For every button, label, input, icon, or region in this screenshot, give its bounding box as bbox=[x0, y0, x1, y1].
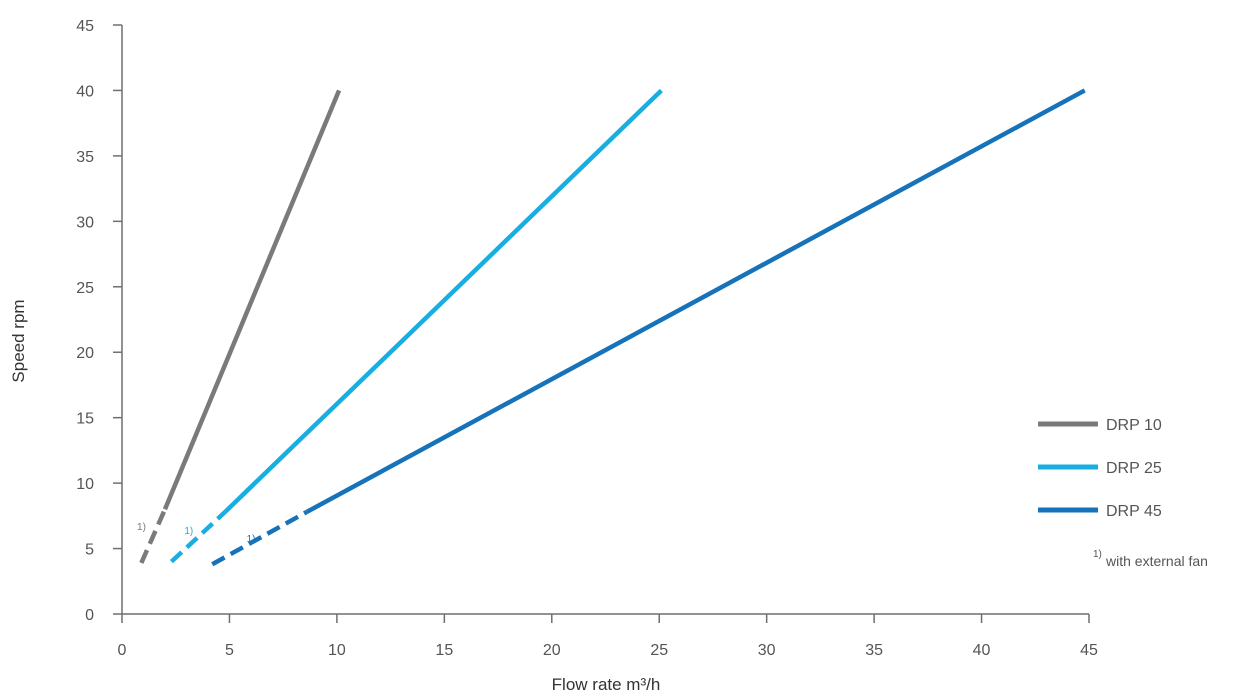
series-drp-10-line bbox=[162, 89, 342, 511]
x-tick-label: 20 bbox=[543, 642, 561, 659]
footnote-text: with external fan bbox=[1105, 553, 1208, 569]
y-tick-label: 25 bbox=[76, 280, 94, 297]
series-drp-45-dashed-line bbox=[211, 509, 308, 567]
series-drp-25-line bbox=[223, 88, 663, 514]
y-tick-label: 45 bbox=[76, 18, 94, 35]
y-tick-label: 40 bbox=[76, 83, 94, 100]
x-tick-label: 40 bbox=[973, 642, 991, 659]
series-drp-45-line bbox=[305, 88, 1086, 514]
series-drp-45-note: 1) bbox=[247, 534, 256, 545]
x-tick-label: 35 bbox=[865, 642, 883, 659]
x-axis-title: Flow rate m³/h bbox=[552, 675, 661, 694]
legend-label-drp-10: DRP 10 bbox=[1106, 417, 1162, 434]
series-drp-25-note: 1) bbox=[184, 526, 193, 537]
x-tick-label: 15 bbox=[435, 642, 453, 659]
x-tick-label: 10 bbox=[328, 642, 346, 659]
y-tick-label: 30 bbox=[76, 214, 94, 231]
y-tick-label: 5 bbox=[85, 542, 94, 559]
footnote-mark: 1) bbox=[1093, 549, 1102, 560]
x-tick-label: 30 bbox=[758, 642, 776, 659]
series-notes: 1) 1) 1) bbox=[137, 522, 255, 545]
y-tick-label: 0 bbox=[85, 607, 94, 624]
footnote: 1) with external fan bbox=[1093, 549, 1208, 569]
legend-label-drp-45: DRP 45 bbox=[1106, 503, 1162, 520]
legend-label-drp-25: DRP 25 bbox=[1106, 460, 1162, 477]
y-axis-title: Speed rpm bbox=[9, 299, 28, 382]
x-tick-label: 25 bbox=[650, 642, 668, 659]
x-tick-label: 45 bbox=[1080, 642, 1098, 659]
x-tick-label: 0 bbox=[118, 642, 127, 659]
y-tick-label: 20 bbox=[76, 345, 94, 362]
y-tick-label: 35 bbox=[76, 149, 94, 166]
legend: DRP 10 DRP 25 DRP 45 bbox=[1038, 417, 1162, 520]
series-drp-10-dashed-line bbox=[139, 508, 168, 564]
series-drp-25-dashed-line bbox=[169, 510, 227, 564]
y-ticks: 0 5 10 15 20 25 30 35 40 45 bbox=[76, 18, 122, 624]
x-tick-label: 5 bbox=[225, 642, 234, 659]
y-tick-label: 15 bbox=[76, 411, 94, 428]
series-layer bbox=[139, 88, 1086, 567]
y-tick-label: 10 bbox=[76, 476, 94, 493]
x-ticks: 0 5 10 15 20 25 30 35 40 45 bbox=[118, 614, 1098, 659]
series-drp-10-note: 1) bbox=[137, 522, 146, 533]
